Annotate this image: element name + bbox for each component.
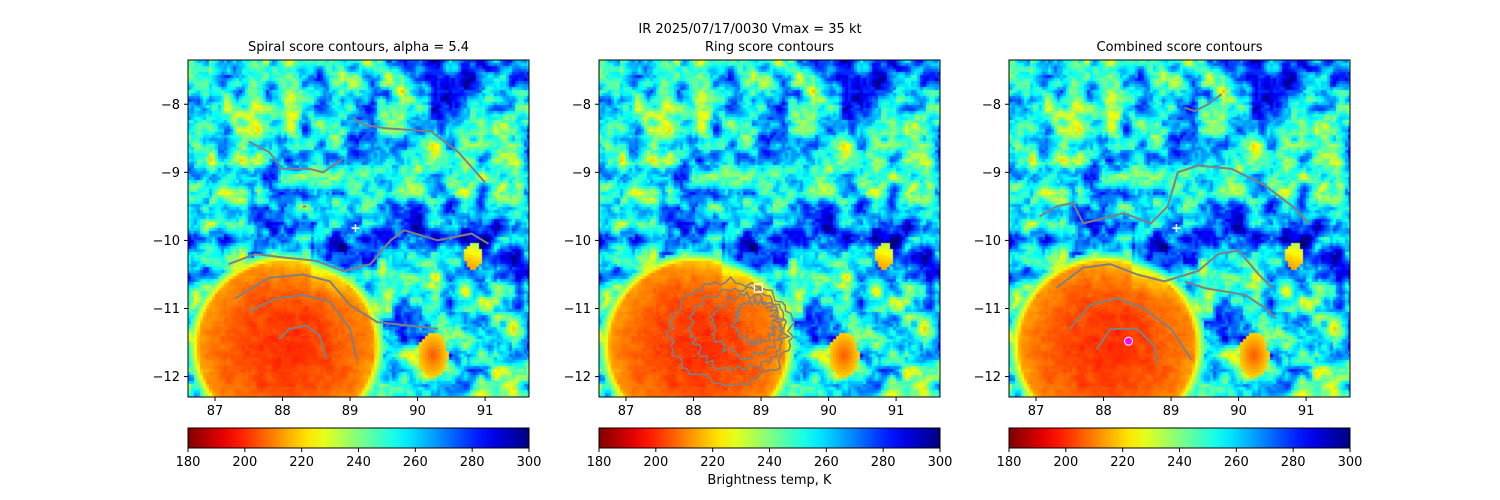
panel-1: Spiral score contours, alpha = 5.4 87 88 89… <box>153 40 542 470</box>
contour-line <box>228 229 490 273</box>
contour-group <box>1038 93 1311 364</box>
x-tick-label: 87 <box>207 404 224 419</box>
y-tick-label: −12 <box>564 370 591 385</box>
colorbar-tick-label: 180 <box>587 455 612 470</box>
panel-title: Combined score contours <box>1097 40 1263 55</box>
x-tick-label: 91 <box>1298 404 1315 419</box>
brightness-heatmap <box>599 60 940 397</box>
y-tick-label: −11 <box>974 302 1001 317</box>
x-tick-label: 87 <box>1028 404 1045 419</box>
colorbar-tick-label: 280 <box>1281 455 1306 470</box>
y-tick-label: −8 <box>161 98 180 113</box>
contour-line <box>234 273 438 330</box>
figure-title: IR 2025/07/17/0030 Vmax = 35 kt . <box>638 22 862 37</box>
x-tick-label: 90 <box>409 404 426 419</box>
y-tick-label: −10 <box>974 234 1001 249</box>
colorbar-tick-label: 200 <box>232 455 257 470</box>
contour-line <box>1184 280 1277 320</box>
panel-3: Combined score contours 87 88 89 90 91 −8 −9 −10… <box>974 40 1363 470</box>
colorbar-tick-label: 180 <box>176 455 201 470</box>
x-tick-label: 88 <box>274 404 291 419</box>
contour-line <box>664 276 796 387</box>
colorbar <box>1008 427 1351 449</box>
colorbar-tick-label: 260 <box>403 455 428 470</box>
colorbar-tick-label: 220 <box>700 455 725 470</box>
center-marker <box>1172 224 1181 233</box>
axes-frame <box>187 59 530 398</box>
colorbar-label: Brightness temp, K <box>707 473 832 488</box>
y-tick-label: −12 <box>974 370 1001 385</box>
colorbar-tick-label: 180 <box>997 455 1022 470</box>
x-tick-label: 91 <box>477 404 494 419</box>
colorbar-tick-label: 220 <box>289 455 314 470</box>
colorbar-tick-label: 300 <box>1338 455 1363 470</box>
x-tick-label: 88 <box>1095 404 1112 419</box>
center-marker <box>753 283 764 293</box>
y-tick-label: −10 <box>153 234 180 249</box>
y-tick-label: −11 <box>153 302 180 317</box>
contour-line <box>278 324 328 360</box>
x-tick-label: 90 <box>1230 404 1247 419</box>
y-tick-label: −12 <box>153 370 180 385</box>
center-marker <box>351 224 360 233</box>
combined-center-marker <box>1124 336 1134 346</box>
axes-frame <box>1008 59 1351 398</box>
contour-line <box>686 286 791 372</box>
x-tick-label: 89 <box>342 404 359 419</box>
colorbar-tick-label: 240 <box>346 455 371 470</box>
colorbar-tick-label: 240 <box>757 455 782 470</box>
colorbar-tick-label: 260 <box>814 455 839 470</box>
colorbar-tick-label: 300 <box>517 455 542 470</box>
panel-title: Spiral score contours, alpha = 5.4 <box>248 40 469 55</box>
contour-line <box>729 294 781 348</box>
x-tick-label: 88 <box>685 404 702 419</box>
y-tick-label: −9 <box>572 166 591 181</box>
colorbar-tick-label: 280 <box>460 455 485 470</box>
contour-line <box>352 117 486 184</box>
contour-line <box>248 140 344 174</box>
contour-group <box>228 117 490 360</box>
contour-line <box>1095 327 1159 364</box>
colorbar-tick-label: 220 <box>1110 455 1135 470</box>
colorbar-tick-label: 200 <box>1053 455 1078 470</box>
x-tick-label: 89 <box>753 404 770 419</box>
x-tick-label: 89 <box>1163 404 1180 419</box>
contour-line <box>1069 297 1193 361</box>
y-tick-label: −8 <box>572 98 591 113</box>
contour-line <box>1055 249 1274 289</box>
contour-line <box>1184 93 1223 113</box>
colorbar-tick-label: 280 <box>871 455 896 470</box>
y-tick-label: −9 <box>982 166 1001 181</box>
x-tick-label: 87 <box>618 404 635 419</box>
colorbar-tick-label: 200 <box>643 455 668 470</box>
y-tick-label: −8 <box>982 98 1001 113</box>
colorbar-tick-label: 240 <box>1167 455 1192 470</box>
y-tick-label: −9 <box>161 166 180 181</box>
contour-group <box>664 276 796 387</box>
colorbar <box>187 427 530 449</box>
colorbar-tick-label: 260 <box>1224 455 1249 470</box>
axes-frame <box>598 59 941 398</box>
panel-title: Ring score contours <box>705 40 834 55</box>
contour-line <box>1038 164 1311 225</box>
x-tick-label: 91 <box>888 404 905 419</box>
y-tick-label: −11 <box>564 302 591 317</box>
panel-2: Ring score contours 87 88 89 90 91 −8 −9 −10 −11 −… <box>564 40 953 470</box>
y-tick-label: −10 <box>564 234 591 249</box>
contour-line <box>248 293 358 360</box>
x-tick-label: 90 <box>820 404 837 419</box>
colorbar <box>598 427 941 449</box>
colorbar-tick-label: 300 <box>928 455 953 470</box>
